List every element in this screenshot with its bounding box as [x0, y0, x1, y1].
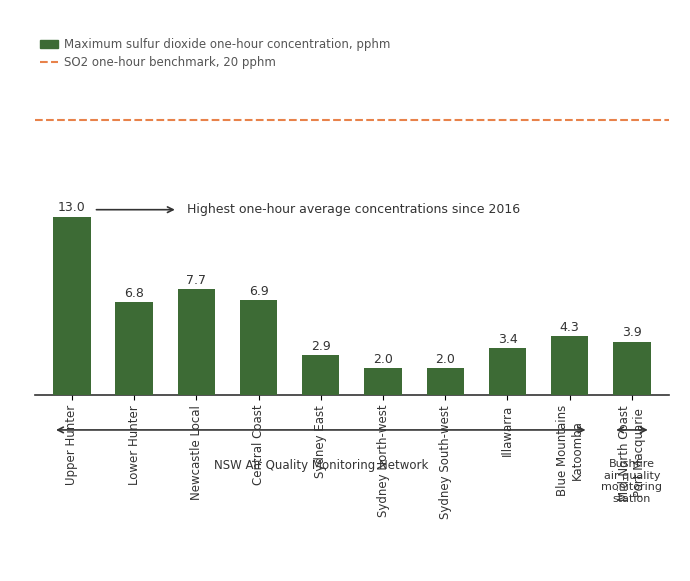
Text: 6.9: 6.9 — [248, 285, 268, 298]
Text: NSW Air Quality Monitoring Network: NSW Air Quality Monitoring Network — [214, 459, 428, 472]
Bar — [551, 336, 589, 395]
Text: 13.0: 13.0 — [58, 202, 86, 214]
Text: Bushfire
air quality
monitoring
station: Bushfire air quality monitoring station — [602, 459, 662, 504]
Text: 4.3: 4.3 — [560, 321, 580, 334]
Bar — [240, 300, 277, 395]
Legend: Maximum sulfur dioxide one-hour concentration, pphm, SO2 one-hour benchmark, 20 : Maximum sulfur dioxide one-hour concentr… — [41, 38, 391, 69]
Bar — [53, 217, 90, 395]
Text: 7.7: 7.7 — [186, 274, 206, 287]
Bar — [177, 289, 215, 395]
Text: 2.9: 2.9 — [311, 340, 331, 353]
Text: 6.8: 6.8 — [124, 286, 144, 300]
Bar — [302, 355, 339, 395]
Text: 3.4: 3.4 — [497, 333, 518, 346]
Text: 2.0: 2.0 — [373, 353, 393, 365]
Bar — [613, 342, 651, 395]
Text: 2.0: 2.0 — [435, 353, 455, 365]
Bar — [426, 368, 464, 395]
Text: Highest one-hour average concentrations since 2016: Highest one-hour average concentrations … — [187, 203, 520, 216]
Text: 3.9: 3.9 — [622, 327, 642, 339]
Bar — [364, 368, 402, 395]
Bar — [115, 302, 152, 395]
Bar — [489, 349, 526, 395]
